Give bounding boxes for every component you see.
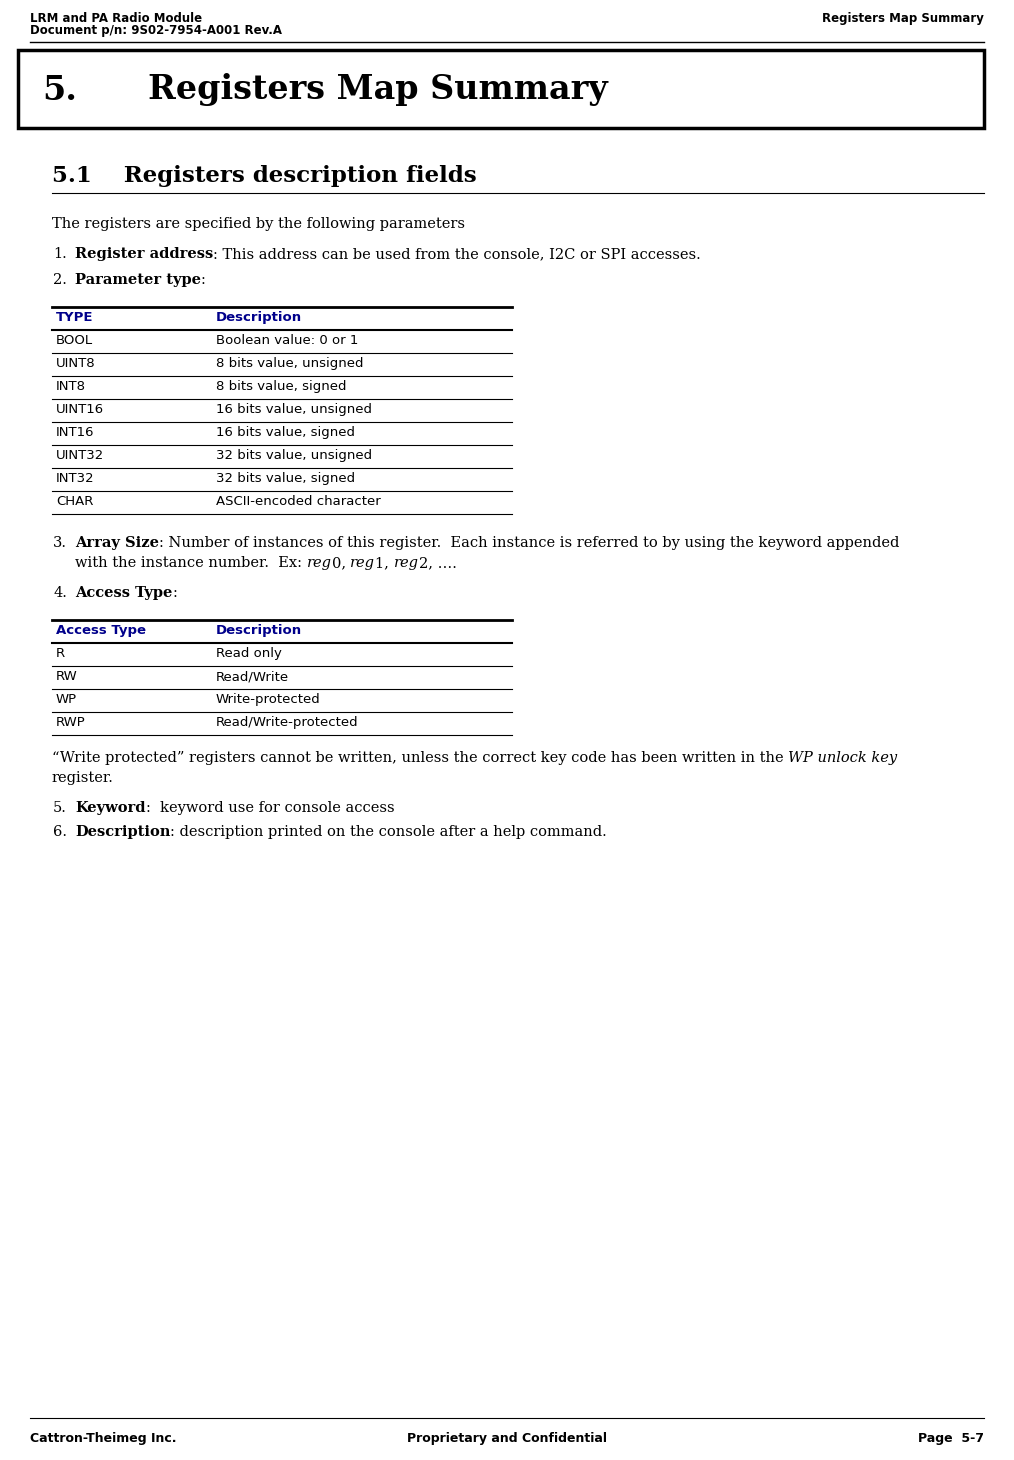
Text: Array Size: Array Size [75,536,159,550]
Text: Register address: Register address [75,247,213,261]
Text: Access Type: Access Type [56,623,146,637]
Text: UINT32: UINT32 [56,450,104,461]
Text: 16 bits value, signed: 16 bits value, signed [216,426,355,439]
Text: Description: Description [75,825,170,840]
Text: Registers Map Summary: Registers Map Summary [822,12,984,25]
Text: : description printed on the console after a help command.: : description printed on the console aft… [170,825,607,840]
Text: UINT16: UINT16 [56,403,104,416]
Text: 2, ….: 2, …. [419,556,456,569]
Text: 2.: 2. [53,273,67,288]
Text: reg: reg [351,556,375,569]
Text: : This address can be used from the console, I2C or SPI accesses.: : This address can be used from the cons… [213,247,701,261]
Text: 5.1    Registers description fields: 5.1 Registers description fields [52,165,477,187]
Text: 5.: 5. [42,73,77,107]
Text: WP unlock key: WP unlock key [788,750,897,765]
Text: :: : [201,273,206,288]
Text: Access Type: Access Type [75,585,172,600]
Text: 8 bits value, unsigned: 8 bits value, unsigned [216,358,363,369]
Text: Document p/n: 9S02-7954-A001 Rev.A: Document p/n: 9S02-7954-A001 Rev.A [30,23,282,36]
Text: 16 bits value, unsigned: 16 bits value, unsigned [216,403,372,416]
Text: Read/Write: Read/Write [216,670,289,683]
Text: 1,: 1, [375,556,393,569]
Text: Page  5-7: Page 5-7 [918,1432,984,1445]
Text: UINT8: UINT8 [56,358,95,369]
Text: with the instance number.  Ex:: with the instance number. Ex: [75,556,306,569]
Text: :: : [172,585,177,600]
Text: Cattron-Theimeg Inc.: Cattron-Theimeg Inc. [30,1432,176,1445]
Text: INT8: INT8 [56,380,86,393]
Text: reg: reg [393,556,419,569]
Text: INT16: INT16 [56,426,94,439]
Text: The registers are specified by the following parameters: The registers are specified by the follo… [52,218,465,231]
Text: 4.: 4. [53,585,67,600]
Text: Keyword: Keyword [75,802,145,815]
Bar [18,50,984,128]
Text: 0,: 0, [332,556,351,569]
Text: : Number of instances of this register.  Each instance is referred to by using t: : Number of instances of this register. … [159,536,899,550]
Text: Registers Map Summary: Registers Map Summary [148,73,607,107]
Text: Proprietary and Confidential: Proprietary and Confidential [407,1432,607,1445]
Text: Read only: Read only [216,647,282,660]
Text: :  keyword use for console access: : keyword use for console access [145,802,394,815]
Text: INT32: INT32 [56,472,94,485]
Text: 32 bits value, unsigned: 32 bits value, unsigned [216,450,372,461]
Text: Write-protected: Write-protected [216,694,320,707]
Text: 5.: 5. [53,802,67,815]
Text: RW: RW [56,670,78,683]
Text: Parameter type: Parameter type [75,273,201,288]
Text: 32 bits value, signed: 32 bits value, signed [216,472,355,485]
Text: TYPE: TYPE [56,311,93,324]
Text: BOOL: BOOL [56,334,93,347]
Text: “Write protected” registers cannot be written, unless the correct key code has b: “Write protected” registers cannot be wr… [52,750,788,765]
Text: 3.: 3. [53,536,67,550]
Text: register.: register. [52,771,114,785]
Text: 1.: 1. [53,247,67,261]
Text: WP: WP [56,694,77,707]
Text: Description: Description [216,623,302,637]
Text: Boolean value: 0 or 1: Boolean value: 0 or 1 [216,334,358,347]
Text: RWP: RWP [56,715,86,729]
Text: CHAR: CHAR [56,495,93,508]
Text: R: R [56,647,65,660]
Text: reg: reg [306,556,332,569]
Text: 6.: 6. [53,825,67,840]
Text: Description: Description [216,311,302,324]
Text: ASCII-encoded character: ASCII-encoded character [216,495,380,508]
Text: with the instance number.  Ex:: with the instance number. Ex: [75,1056,306,1070]
Text: Read/Write-protected: Read/Write-protected [216,715,359,729]
Text: 8 bits value, signed: 8 bits value, signed [216,380,347,393]
Text: LRM and PA Radio Module: LRM and PA Radio Module [30,12,202,25]
